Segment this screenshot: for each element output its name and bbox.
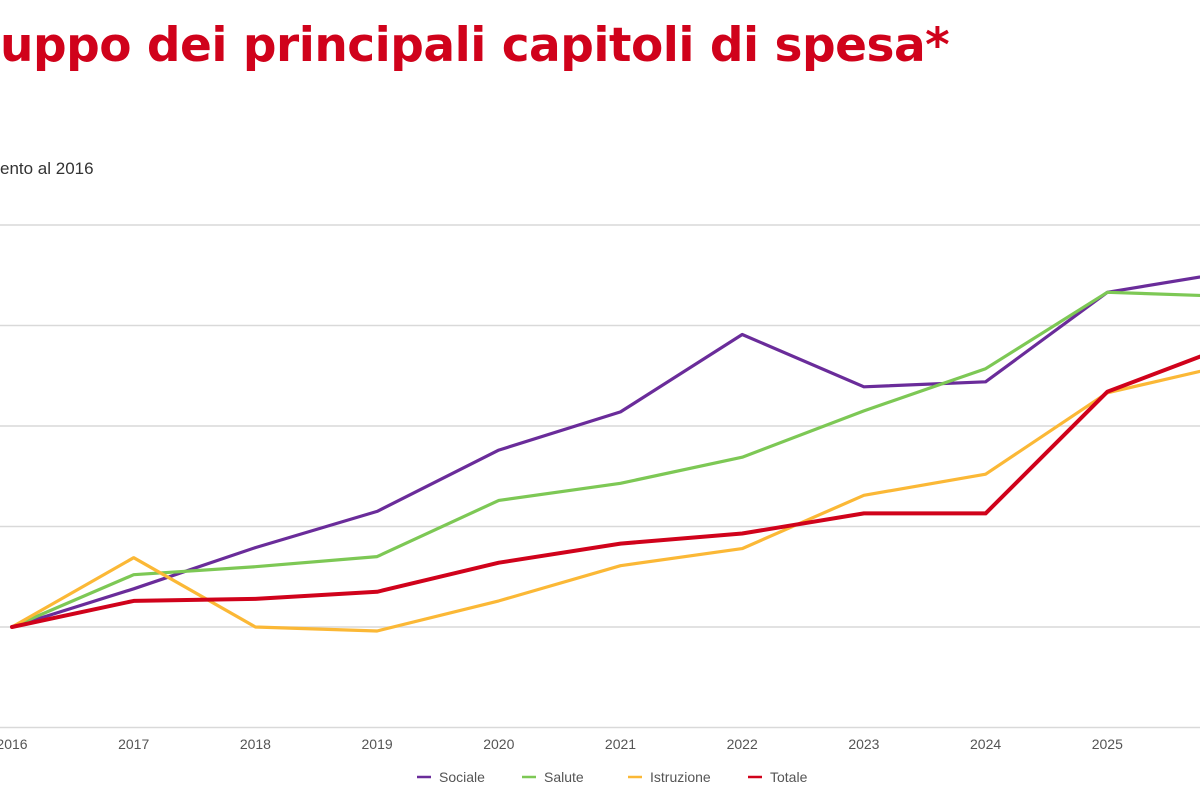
series-line-totale [10, 354, 1200, 629]
x-tick-label: 2022 [727, 736, 758, 752]
series-line-istruzione [10, 369, 1200, 633]
gridlines [0, 224, 1200, 729]
legend: Sociale Salute Istruzione Totale [417, 769, 808, 785]
x-tick-label: 2019 [362, 736, 393, 752]
x-tick-label: 2018 [240, 736, 271, 752]
legend-label-totale: Totale [770, 769, 808, 785]
x-tick-label: 2025 [1092, 736, 1123, 752]
y-axis-caption: ento al 2016 [0, 159, 94, 178]
legend-label-salute: Salute [544, 769, 584, 785]
x-axis-ticks: 2016 2017 2018 2019 2020 2021 2022 2023 2024 2025… [0, 736, 1123, 752]
series-line-sociale [10, 275, 1200, 629]
x-tick-label: 2023 [848, 736, 879, 752]
chart-title: uppo dei principali capitoli di spesa* [0, 18, 950, 73]
x-tick-label: 2024 [970, 736, 1001, 752]
x-tick-label: 2016 [0, 736, 28, 752]
series-line-salute [10, 290, 1200, 629]
x-tick-label: 2021 [605, 736, 636, 752]
legend-label-sociale: Sociale [439, 769, 485, 785]
x-tick-label: 2017 [118, 736, 149, 752]
series-lines [10, 275, 1200, 633]
x-tick-label: 2020 [483, 736, 514, 752]
legend-label-istruzione: Istruzione [650, 769, 711, 785]
